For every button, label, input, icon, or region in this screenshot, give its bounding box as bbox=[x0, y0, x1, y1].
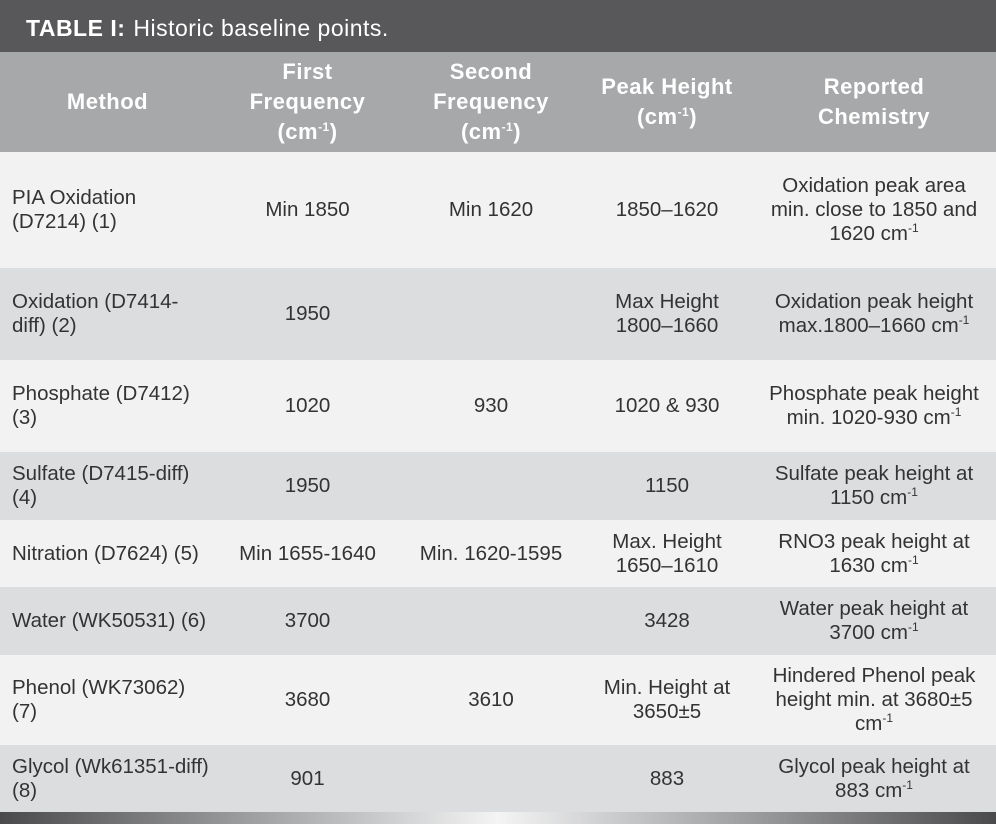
peak-height-cell: 3428 bbox=[582, 587, 752, 655]
second-frequency-cell: 3610 bbox=[400, 655, 582, 745]
table-row: Sulfate (D7415-diff) (4) 1950 1150 Sulfate … bbox=[0, 452, 996, 520]
second-frequency-cell: Min 1620 bbox=[400, 152, 582, 268]
first-frequency-cell: 1950 bbox=[215, 452, 400, 520]
reported-chemistry-cell: RNO3 peak height at 1630 cm-1 bbox=[752, 520, 996, 587]
table-row: Phenol (WK73062) (7) 3680 3610 Min. Height … bbox=[0, 655, 996, 745]
second-frequency-cell bbox=[400, 268, 582, 360]
header-peak-height: Peak Height (cm-1) bbox=[582, 52, 752, 152]
table-title: TABLE I: Historic baseline points. bbox=[0, 0, 996, 52]
method-cell: Water (WK50531) (6) bbox=[0, 587, 215, 655]
second-frequency-cell bbox=[400, 452, 582, 520]
reported-chemistry-cell: Hindered Phenol peak height min. at 3680… bbox=[752, 655, 996, 745]
first-frequency-cell: 3700 bbox=[215, 587, 400, 655]
reported-chemistry-cell: Oxidation peak height max.1800–1660 cm-1 bbox=[752, 268, 996, 360]
first-frequency-cell: 901 bbox=[215, 745, 400, 812]
second-frequency-cell: Min. 1620-1595 bbox=[400, 520, 582, 587]
header-second-frequency: Second Frequency (cm-1) bbox=[400, 52, 582, 152]
peak-height-cell: 1150 bbox=[582, 452, 752, 520]
peak-height-cell: Max. Height 1650–1610 bbox=[582, 520, 752, 587]
header-method: Method bbox=[0, 52, 215, 152]
table-row: Oxidation (D7414-diff) (2) 1950 Max Height… bbox=[0, 268, 996, 360]
peak-height-cell: 1020 & 930 bbox=[582, 360, 752, 452]
first-frequency-cell: 3680 bbox=[215, 655, 400, 745]
header-row: Method First Frequency (cm-1) Second Fre… bbox=[0, 52, 996, 152]
first-frequency-cell: Min 1655-1640 bbox=[215, 520, 400, 587]
method-cell: Glycol (Wk61351-diff) (8) bbox=[0, 745, 215, 812]
method-cell: PIA Oxidation (D7214) (1) bbox=[0, 152, 215, 268]
second-frequency-cell bbox=[400, 745, 582, 812]
reported-chemistry-cell: Sulfate peak height at 1150 cm-1 bbox=[752, 452, 996, 520]
reported-chemistry-cell: Water peak height at 3700 cm-1 bbox=[752, 587, 996, 655]
table-row: Nitration (D7624) (5) Min 1655-1640 Min. 1… bbox=[0, 520, 996, 587]
bottom-bar bbox=[0, 812, 996, 824]
baseline-table: Method First Frequency (cm-1) Second Fre… bbox=[0, 52, 996, 812]
second-frequency-cell bbox=[400, 587, 582, 655]
table-row: Glycol (Wk61351-diff) (8) 901 883 Glycol pe… bbox=[0, 745, 996, 812]
header-reported-chemistry: Reported Chemistry bbox=[752, 52, 996, 152]
peak-height-cell: 883 bbox=[582, 745, 752, 812]
method-cell: Phenol (WK73062) (7) bbox=[0, 655, 215, 745]
reported-chemistry-cell: Phosphate peak height min. 1020-930 cm-1 bbox=[752, 360, 996, 452]
table-row: Water (WK50531) (6) 3700 3428 Water peak he… bbox=[0, 587, 996, 655]
peak-height-cell: 1850–1620 bbox=[582, 152, 752, 268]
first-frequency-cell: 1020 bbox=[215, 360, 400, 452]
method-cell: Oxidation (D7414-diff) (2) bbox=[0, 268, 215, 360]
reported-chemistry-cell: Oxidation peak area min. close to 1850 a… bbox=[752, 152, 996, 268]
table-label: TABLE I: bbox=[26, 15, 126, 41]
reported-chemistry-cell: Glycol peak height at 883 cm-1 bbox=[752, 745, 996, 812]
method-cell: Phosphate (D7412) (3) bbox=[0, 360, 215, 452]
method-cell: Sulfate (D7415-diff) (4) bbox=[0, 452, 215, 520]
peak-height-cell: Max Height 1800–1660 bbox=[582, 268, 752, 360]
first-frequency-cell: Min 1850 bbox=[215, 152, 400, 268]
method-cell: Nitration (D7624) (5) bbox=[0, 520, 215, 587]
table-row: Phosphate (D7412) (3) 1020 930 1020 & 930 Ph… bbox=[0, 360, 996, 452]
second-frequency-cell: 930 bbox=[400, 360, 582, 452]
header-first-frequency: First Frequency (cm-1) bbox=[215, 52, 400, 152]
table-row: PIA Oxidation (D7214) (1) Min 1850 Min 162… bbox=[0, 152, 996, 268]
peak-height-cell: Min. Height at 3650±5 bbox=[582, 655, 752, 745]
first-frequency-cell: 1950 bbox=[215, 268, 400, 360]
table-caption: Historic baseline points. bbox=[133, 15, 389, 41]
